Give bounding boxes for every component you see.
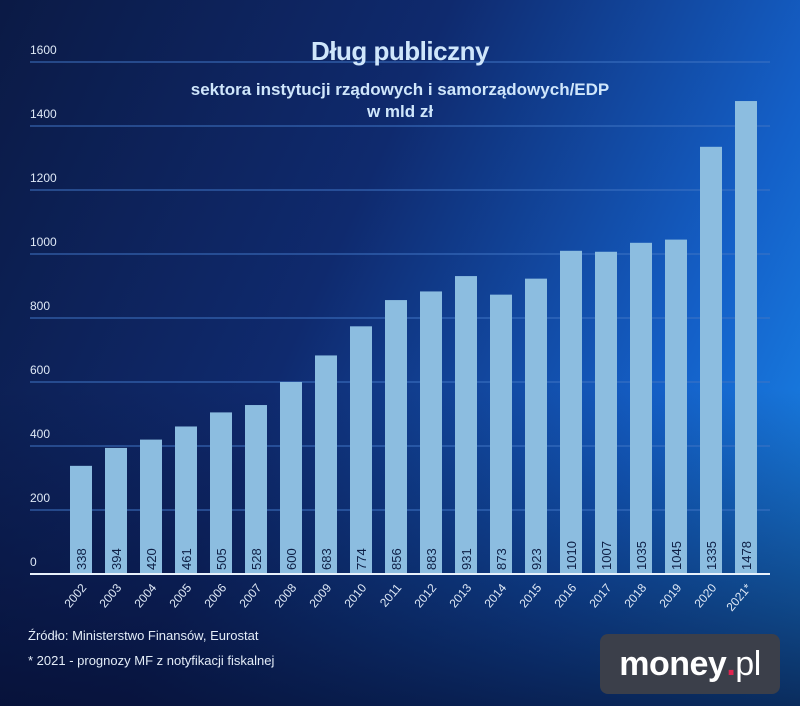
x-tick-label: 2007 — [236, 581, 264, 611]
bar — [245, 405, 267, 574]
data-label: 1007 — [599, 541, 614, 570]
data-label: 883 — [424, 548, 439, 570]
x-tick-label: 2018 — [621, 581, 649, 611]
data-label: 1035 — [634, 541, 649, 570]
bar — [140, 439, 162, 574]
data-label: 528 — [249, 548, 264, 570]
data-label: 420 — [144, 548, 159, 570]
x-tick-label: 2020 — [691, 581, 719, 611]
bar — [70, 465, 92, 574]
x-tick-label: 2002 — [61, 581, 89, 611]
x-tick-label: 2017 — [586, 581, 614, 611]
bar — [665, 239, 687, 574]
bar — [630, 242, 652, 575]
data-label: 923 — [529, 548, 544, 570]
y-tick-label: 1600 — [30, 43, 57, 57]
x-tick-label: 2009 — [306, 581, 334, 611]
data-label: 774 — [354, 548, 369, 570]
bar — [490, 294, 512, 574]
data-label: 394 — [109, 548, 124, 570]
x-tick-label: 2012 — [411, 581, 439, 611]
data-label: 461 — [179, 548, 194, 570]
bar — [735, 101, 757, 574]
data-label: 873 — [494, 548, 509, 570]
data-label: 683 — [319, 548, 334, 570]
x-tick-label: 2006 — [201, 581, 229, 611]
y-tick-label: 600 — [30, 363, 50, 377]
logo-suffix: pl — [735, 644, 761, 683]
data-label: 856 — [389, 548, 404, 570]
money-pl-logo: money. pl — [600, 634, 780, 694]
x-tick-label: 2005 — [166, 581, 194, 611]
bar — [210, 412, 232, 574]
forecast-note: * 2021 - prognozy MF z notyfikacji fiska… — [28, 653, 275, 668]
bar — [350, 326, 372, 574]
logo-dot: . — [726, 644, 736, 683]
y-tick-label: 1000 — [30, 235, 57, 249]
chart-subtitle: sektora instytucji rządowych i samorządo… — [190, 80, 610, 99]
data-label: 338 — [74, 548, 89, 570]
x-tick-label: 2013 — [446, 581, 474, 611]
bar — [315, 355, 337, 574]
x-tick-label: 2011 — [377, 581, 405, 610]
bar — [560, 250, 582, 575]
y-tick-label: 1200 — [30, 171, 57, 185]
x-tick-label: 2004 — [131, 581, 159, 611]
y-tick-label: 800 — [30, 299, 50, 313]
data-label: 931 — [459, 548, 474, 570]
bar — [700, 146, 722, 575]
bar — [175, 426, 197, 574]
x-tick-label: 2003 — [96, 581, 124, 611]
x-tick-label: 2016 — [551, 581, 579, 611]
x-tick-label: 2014 — [481, 581, 509, 611]
bar — [105, 447, 127, 574]
bar — [595, 251, 617, 574]
unit-label: w mld zł — [366, 102, 434, 121]
data-label: 600 — [284, 548, 299, 570]
x-tick-label: 2021* — [723, 581, 754, 614]
data-label: 1335 — [704, 541, 719, 570]
x-tick-label: 2008 — [271, 581, 299, 611]
x-tick-label: 2019 — [656, 581, 684, 611]
bar — [525, 278, 547, 574]
logo-text: money — [619, 644, 727, 683]
source-note: Źródło: Ministerstwo Finansów, Eurostat — [28, 628, 259, 643]
y-tick-label: 1400 — [30, 107, 57, 121]
y-tick-label: 200 — [30, 491, 50, 505]
bar — [455, 276, 477, 574]
bar — [420, 291, 442, 574]
data-label: 1045 — [669, 541, 684, 570]
y-tick-label: 400 — [30, 427, 50, 441]
x-tick-label: 2015 — [516, 581, 544, 611]
data-label: 1478 — [739, 541, 754, 570]
x-tick-label: 2010 — [341, 581, 369, 611]
data-label: 505 — [214, 548, 229, 570]
chart-title: Dług publiczny — [311, 36, 489, 66]
data-label: 1010 — [564, 541, 579, 570]
bar — [385, 300, 407, 574]
y-tick-label: 0 — [30, 555, 37, 569]
bar — [280, 382, 302, 574]
